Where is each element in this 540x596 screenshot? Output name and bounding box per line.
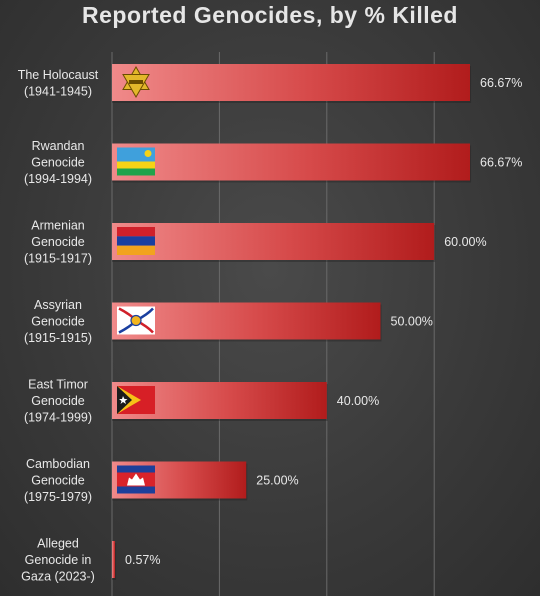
- bar-row: 40.00% East Timor Genocide (1974-1999): [24, 378, 379, 425]
- data-label: 40.00%: [337, 394, 379, 408]
- east-timor-flag-icon: [117, 386, 155, 414]
- category-label: Rwandan: [32, 139, 85, 153]
- rwanda-flag-icon: [117, 147, 155, 176]
- bar-row: 66.67% The Holocaust (1941-1945): [18, 64, 522, 103]
- bar-row: 50.00% Assyrian Genocide (1915-1915): [24, 298, 433, 345]
- category-label: (1994-1994): [24, 172, 92, 186]
- category-label: Genocide: [31, 315, 85, 329]
- bar-row: 66.67% Rwandan Genocide (1994-1994): [24, 139, 522, 186]
- category-label: Alleged: [37, 537, 79, 551]
- data-label: 60.00%: [444, 235, 486, 249]
- category-label: (1975-1979): [24, 490, 92, 504]
- data-label: 66.67%: [480, 76, 522, 90]
- category-label: (1915-1915): [24, 331, 92, 345]
- category-label: Cambodian: [26, 457, 90, 471]
- category-label: The Holocaust: [18, 68, 99, 82]
- category-label: Genocide: [31, 156, 85, 170]
- category-label: Genocide: [31, 235, 85, 249]
- armenia-flag-icon: [117, 227, 155, 255]
- bar: [112, 143, 471, 181]
- category-label: Genocide: [31, 474, 85, 488]
- bar: [112, 302, 381, 340]
- category-label: Assyrian: [34, 298, 82, 312]
- data-label: 66.67%: [480, 156, 522, 170]
- chart-title: Reported Genocides, by % Killed: [82, 2, 458, 28]
- category-label: Genocide in: [25, 553, 92, 567]
- bar-row: 60.00% Armenian Genocide (1915-1917): [24, 219, 487, 266]
- category-label: Gaza (2023-): [21, 570, 95, 584]
- category-label: East Timor: [28, 378, 88, 392]
- data-label: 50.00%: [391, 315, 433, 329]
- category-label: Armenian: [31, 219, 85, 233]
- bar: [112, 223, 435, 260]
- bar: [112, 541, 116, 578]
- data-label: 25.00%: [256, 474, 298, 488]
- category-label: Genocide: [31, 394, 85, 408]
- cambodia-flag-icon: [117, 465, 155, 494]
- assyria-flag-icon: [117, 306, 155, 335]
- bar: [112, 64, 471, 101]
- category-label: (1941-1945): [24, 84, 92, 98]
- bar-row: 25.00% Cambodian Genocide (1975-1979): [24, 457, 299, 504]
- star-of-david-icon: [122, 66, 150, 98]
- category-label: (1974-1999): [24, 411, 92, 425]
- bar-row: 0.57% Alleged Genocide in Gaza (2023-): [21, 537, 160, 584]
- bars: 66.67% The Holocaust (1941-1945) 66.67% Rwan…: [18, 64, 522, 584]
- category-label: (1915-1917): [24, 252, 92, 266]
- data-label: 0.57%: [125, 553, 160, 567]
